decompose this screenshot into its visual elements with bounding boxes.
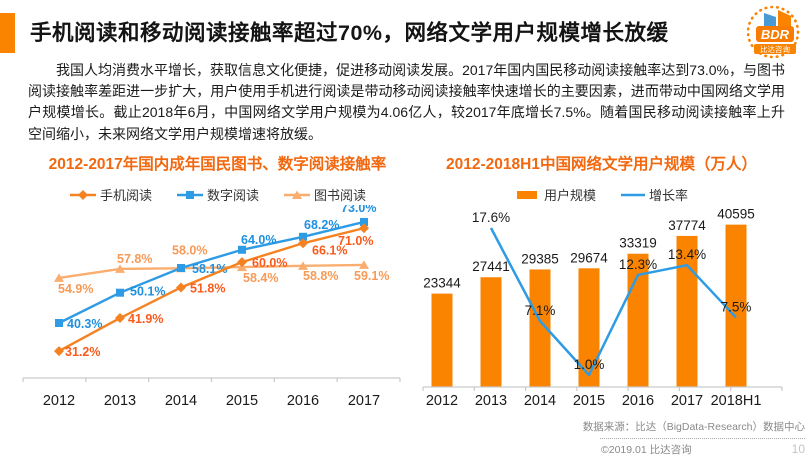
svg-text:27441: 27441 [472,259,510,274]
svg-text:58.8%: 58.8% [303,269,338,283]
book-reading-legend-icon [284,190,310,199]
digital-reading-legend-icon [176,190,203,199]
user-scale-legend-icon [516,190,537,199]
svg-text:57.8%: 57.8% [117,252,152,266]
svg-text:2012: 2012 [43,393,75,409]
logo-abbr: BDR [761,27,790,42]
footer-divider [600,438,805,439]
x-axis [22,377,401,382]
copyright: ©2019.01 比达咨询 [601,444,692,456]
svg-text:68.2%: 68.2% [304,218,339,232]
x-axis-labels: 2012 2013 2014 2015 2016 2017 2018H1 [426,393,762,409]
svg-text:40.3%: 40.3% [67,317,102,331]
svg-text:50.1%: 50.1% [130,285,165,299]
svg-text:2017: 2017 [348,393,380,409]
right-chart-legend: 用户规模 增长率 [420,185,805,204]
svg-text:2015: 2015 [226,393,258,409]
svg-text:73.0%: 73.0% [341,205,376,215]
svg-text:58.4%: 58.4% [243,271,278,285]
legend-label: 数字阅读 [206,188,259,203]
svg-text:2015: 2015 [573,393,605,409]
svg-text:71.0%: 71.0% [338,234,373,248]
svg-text:2013: 2013 [104,393,136,409]
left-chart-title: 2012-2017年国内成年国民图书、数字阅读接触率 [48,156,387,173]
right-chart-title: 2012-2018H1中国网络文学用户规模（万人） [446,156,757,173]
svg-text:1.0%: 1.0% [574,357,605,372]
svg-text:58.0%: 58.0% [172,243,207,257]
svg-text:33319: 33319 [619,236,657,251]
legend-item-mobile-reading: 手机阅读 [69,185,152,204]
left-line-chart: 2012 2013 2014 2015 2016 2017 54.9% 57.8% 58.0% 5… [22,205,401,409]
svg-text:59.1%: 59.1% [354,269,389,283]
x-axis-labels: 2012 2013 2014 2015 2016 2017 [43,393,380,409]
svg-text:31.2%: 31.2% [65,345,100,359]
right-chart-section: 2012-2018H1中国网络文学用户规模（万人） 用户规模 增长率 23344 2… [420,155,805,425]
svg-text:7.5%: 7.5% [721,299,752,314]
svg-text:60.0%: 60.0% [252,256,287,270]
left-chart-legend: 手机阅读 数字阅读 图书阅读 [20,185,415,204]
svg-text:37774: 37774 [668,218,706,233]
legend-label: 用户规模 [543,188,596,203]
growth-rate-legend-icon [621,193,645,196]
svg-text:41.9%: 41.9% [128,312,163,326]
page-title: 手机阅读和移动阅读接触率超过70%，网络文学用户规模增长放缓 [30,21,669,45]
svg-text:54.9%: 54.9% [58,282,93,296]
svg-text:2016: 2016 [622,393,654,409]
legend-item-book-reading: 图书阅读 [283,185,366,204]
bdr-logo: BDR 比达咨询 [744,4,806,60]
svg-text:58.1%: 58.1% [192,262,227,276]
svg-text:23344: 23344 [423,276,461,291]
svg-text:51.8%: 51.8% [190,281,225,295]
svg-text:17.6%: 17.6% [472,210,510,225]
legend-item-growth-rate: 增长率 [620,185,688,204]
svg-text:2014: 2014 [165,393,197,409]
data-source: 数据来源：比达（BigData-Research）数据中心 [582,421,805,433]
svg-text:40595: 40595 [717,207,755,222]
svg-text:2016: 2016 [287,393,319,409]
mobile-reading-legend-icon [69,189,96,200]
growth-line: 17.6% 7.1% 1.0% 12.3% 13.4% 7.5% [472,210,752,377]
logo-name: 比达咨询 [760,44,790,54]
legend-label: 手机阅读 [99,188,152,203]
svg-text:66.1%: 66.1% [312,243,347,257]
logo-blue-flag [764,13,776,30]
svg-text:2012: 2012 [426,393,458,409]
svg-text:64.0%: 64.0% [241,233,276,247]
svg-text:2018H1: 2018H1 [711,393,762,409]
bdr-logo-icon: BDR 比达咨询 [746,5,800,59]
svg-text:13.4%: 13.4% [668,247,706,262]
svg-text:2017: 2017 [671,393,703,409]
series-digital-reading: 40.3% 50.1% 58.1% 64.0% 68.2%73.0% [55,205,376,331]
logo-orange-flag [778,10,791,31]
intro-paragraph: 我国人均消费水平增长，获取信息文化便捷，促进移动阅读发展。2017年国内国民移动… [28,62,785,142]
legend-item-user-scale: 用户规模 [515,185,596,204]
title-accent-bar [0,13,15,53]
svg-text:29674: 29674 [570,250,608,265]
bar-value-labels: 23344 27441 29385 29674 33319 37774 40595 [423,207,755,291]
legend-item-digital-reading: 数字阅读 [176,185,259,204]
svg-text:2013: 2013 [475,393,507,409]
x-axis [422,386,783,391]
left-chart-section: 2012-2017年国内成年国民图书、数字阅读接触率 手机阅读 数字阅读 图书阅读 … [20,155,415,425]
footer-row: ©2019.01 比达咨询 10 [601,442,805,457]
svg-text:2014: 2014 [524,393,556,409]
svg-text:12.3%: 12.3% [619,257,657,272]
svg-text:29385: 29385 [521,251,559,266]
svg-text:7.1%: 7.1% [525,303,556,318]
legend-label: 图书阅读 [314,188,367,203]
legend-label: 增长率 [649,188,689,203]
page-number: 10 [791,442,805,456]
series-mobile-reading: 31.2% 41.9% 51.8% 60.0% 66.1%71.0% [54,223,373,359]
